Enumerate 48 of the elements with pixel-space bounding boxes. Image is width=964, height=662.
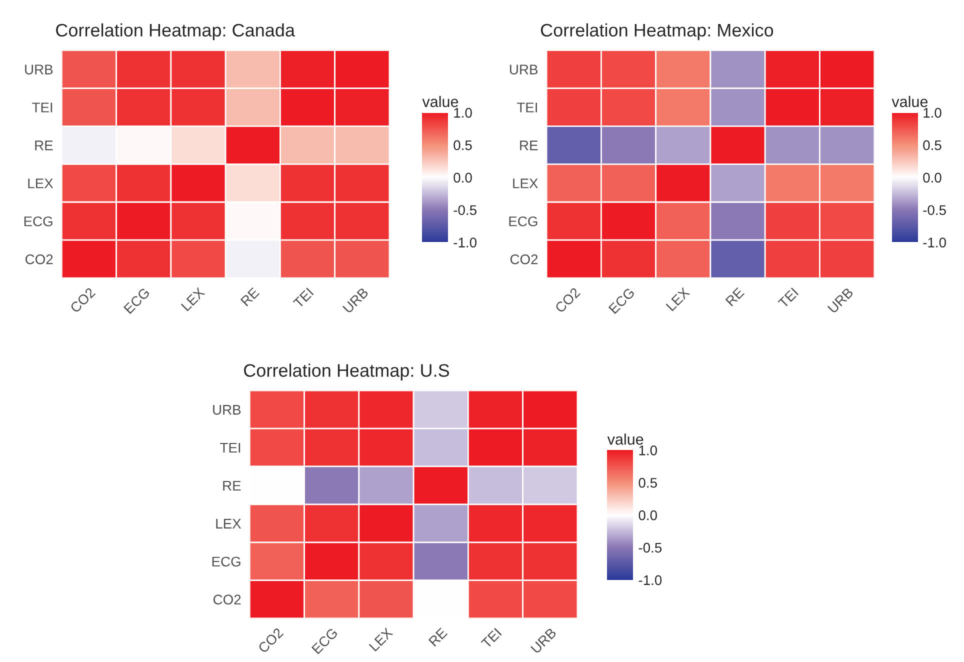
x-tick-label: CO2 xyxy=(258,627,284,654)
chart-title: Correlation Heatmap: U.S xyxy=(244,364,450,380)
color-bar-label: 1.0 xyxy=(454,108,472,118)
color-bar-label: -0.5 xyxy=(923,205,946,216)
x-tick-label: RE xyxy=(428,627,448,647)
color-bar-label: 1.0 xyxy=(924,108,942,118)
color-bar-label: -0.5 xyxy=(638,542,662,553)
y-tick-label: CO2 xyxy=(26,254,53,264)
y-tick-label: URB xyxy=(510,64,538,74)
color-bar-label: -1.0 xyxy=(454,238,477,248)
x-tick-label: TEI xyxy=(292,288,314,309)
x-tick-label: RE xyxy=(725,287,744,306)
y-tick-label: CO2 xyxy=(510,254,538,264)
legend-title: value xyxy=(607,434,644,445)
color-bar-label: 0.0 xyxy=(454,172,472,183)
y-tick-label: RE xyxy=(223,480,241,490)
color-bar-label: 0.5 xyxy=(923,140,942,150)
y-tick-label: RE xyxy=(35,140,53,150)
y-tick-label: TEI xyxy=(32,102,52,112)
y-tick-label: CO2 xyxy=(213,594,241,604)
color-bar-label: -0.5 xyxy=(454,205,476,216)
color-bar-label: 1.0 xyxy=(639,445,657,456)
x-tick-label: CO2 xyxy=(554,287,581,314)
y-tick-label: TEI xyxy=(220,442,240,453)
color-bar-label: -1.0 xyxy=(923,238,946,248)
x-tick-label: TEI xyxy=(480,628,502,649)
color-bar-label: 0.0 xyxy=(638,510,657,520)
x-tick-label: TEI xyxy=(778,288,799,309)
color-bar-label: 0.5 xyxy=(454,140,472,150)
legend-title: value xyxy=(892,96,928,108)
y-tick-label: URB xyxy=(213,405,241,415)
y-tick-label: RE xyxy=(520,140,538,150)
y-tick-label: ECG xyxy=(212,556,240,567)
color-bar-label: -1.0 xyxy=(638,575,662,586)
color-bar-label: 0.5 xyxy=(638,478,657,488)
y-tick-label: LEX xyxy=(28,178,54,188)
y-tick-label: ECG xyxy=(24,216,52,226)
y-tick-label: LEX xyxy=(513,178,538,188)
x-tick-label: RE xyxy=(240,287,260,306)
legend-title: value xyxy=(422,96,458,108)
color-bar-label: 0.0 xyxy=(923,172,942,183)
y-tick-label: URB xyxy=(25,64,53,74)
chart-title: Correlation Heatmap: Mexico xyxy=(540,23,774,40)
chart-title: Correlation Heatmap: Canada xyxy=(56,23,296,40)
x-tick-label: CO2 xyxy=(70,287,96,314)
y-tick-label: TEI xyxy=(516,102,537,112)
y-tick-label: LEX xyxy=(216,518,242,528)
y-tick-label: ECG xyxy=(509,216,538,226)
